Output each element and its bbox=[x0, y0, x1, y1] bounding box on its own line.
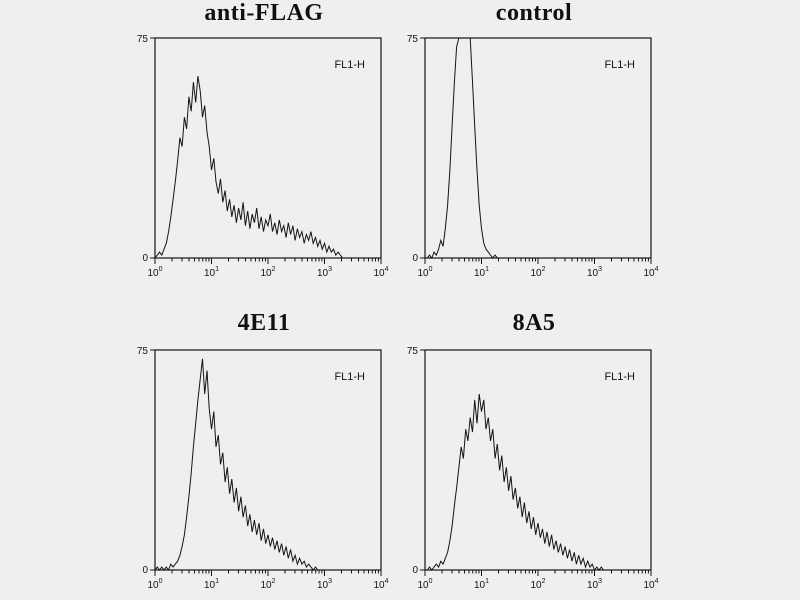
x-tick-label: 101 bbox=[474, 266, 489, 279]
x-tick-label: 104 bbox=[373, 266, 388, 279]
histogram-trace bbox=[425, 37, 651, 260]
y-tick-label: 75 bbox=[407, 34, 419, 45]
x-tick-label: 101 bbox=[204, 266, 219, 279]
y-tick-label: 0 bbox=[412, 565, 418, 576]
histogram-plot-anti-flag: 100 101 102 103 104 75 0 FL1-H bbox=[137, 34, 389, 279]
y-tick-label: 0 bbox=[142, 565, 148, 576]
x-tick-label: 100 bbox=[147, 266, 162, 279]
histogram-plot-4e11: 100 101 102 103 104 75 0 FL1-H bbox=[137, 346, 389, 591]
channel-label: FL1-H bbox=[334, 371, 365, 383]
x-tick-label: 100 bbox=[417, 266, 432, 279]
histogram-trace bbox=[154, 358, 381, 572]
panel-title-8a5: 8A5 bbox=[512, 310, 556, 336]
x-tick-label: 100 bbox=[147, 578, 162, 591]
histogram-trace bbox=[154, 76, 381, 259]
x-tick-label: 103 bbox=[317, 578, 332, 591]
panel-title-anti-flag: anti-FLAG bbox=[204, 0, 324, 26]
x-tick-label: 103 bbox=[587, 266, 602, 279]
histogram-plot-control: 100 101 102 103 104 75 0 FL1-H bbox=[407, 34, 659, 279]
channel-label: FL1-H bbox=[604, 371, 635, 383]
x-tick-label: 104 bbox=[643, 266, 658, 279]
x-tick-label: 102 bbox=[530, 266, 545, 279]
y-tick-label: 75 bbox=[137, 34, 149, 45]
x-tick-label: 102 bbox=[260, 578, 275, 591]
x-tick-label: 104 bbox=[373, 578, 388, 591]
x-tick-label: 104 bbox=[643, 578, 658, 591]
x-tick-label: 100 bbox=[417, 578, 432, 591]
y-tick-label: 0 bbox=[142, 253, 148, 264]
y-tick-label: 75 bbox=[137, 346, 149, 357]
histogram-trace bbox=[425, 393, 651, 571]
x-tick-label: 101 bbox=[474, 578, 489, 591]
y-tick-label: 75 bbox=[407, 346, 419, 357]
x-tick-label: 103 bbox=[317, 266, 332, 279]
channel-label: FL1-H bbox=[334, 59, 365, 71]
channel-label: FL1-H bbox=[604, 59, 635, 71]
y-tick-label: 0 bbox=[412, 253, 418, 264]
x-tick-label: 102 bbox=[530, 578, 545, 591]
x-tick-label: 102 bbox=[260, 266, 275, 279]
x-tick-label: 101 bbox=[204, 578, 219, 591]
plot-frame bbox=[424, 37, 652, 259]
x-tick-label: 103 bbox=[587, 578, 602, 591]
panel-title-4e11: 4E11 bbox=[237, 310, 291, 336]
panel-title-control: control bbox=[495, 0, 573, 26]
histogram-plot-8a5: 100 101 102 103 104 75 0 FL1-H bbox=[407, 346, 659, 591]
plot-frame bbox=[424, 349, 652, 571]
